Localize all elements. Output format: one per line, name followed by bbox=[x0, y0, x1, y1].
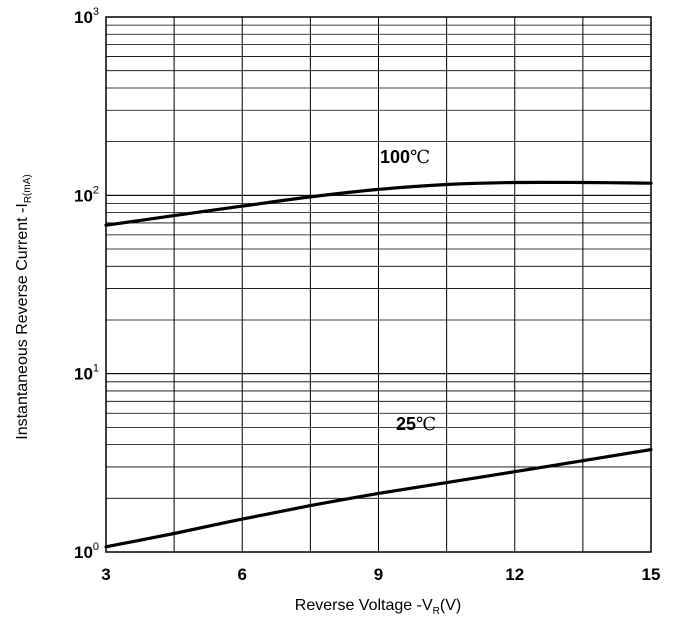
grid bbox=[106, 17, 651, 552]
x-tick-label: 3 bbox=[101, 565, 110, 584]
x-axis-label: Reverse Voltage -VR(V) bbox=[295, 597, 461, 617]
series-line bbox=[104, 180, 653, 227]
x-tick-label: 9 bbox=[374, 565, 383, 584]
y-axis-label: Instantaneous Reverse Current -IR(mA) bbox=[14, 174, 34, 439]
y-tick-label: 100 bbox=[74, 541, 99, 562]
series-line bbox=[104, 448, 653, 549]
series-label: 100℃ bbox=[380, 147, 430, 168]
x-tick-label: 12 bbox=[505, 565, 524, 584]
x-tick-labels: 3 6 9 12 15 bbox=[101, 565, 660, 584]
x-tick-label: 15 bbox=[642, 565, 661, 584]
y-tick-label: 101 bbox=[74, 363, 99, 384]
series-labels: 100℃ 25℃ bbox=[380, 147, 436, 435]
series-label: 25℃ bbox=[396, 414, 436, 435]
y-tick-labels: 100 101 102 103 bbox=[74, 6, 99, 562]
x-tick-label: 6 bbox=[238, 565, 247, 584]
plot-frame bbox=[105, 16, 652, 553]
y-tick-label: 103 bbox=[74, 6, 99, 27]
y-tick-label: 102 bbox=[74, 184, 99, 205]
curves bbox=[104, 180, 653, 549]
